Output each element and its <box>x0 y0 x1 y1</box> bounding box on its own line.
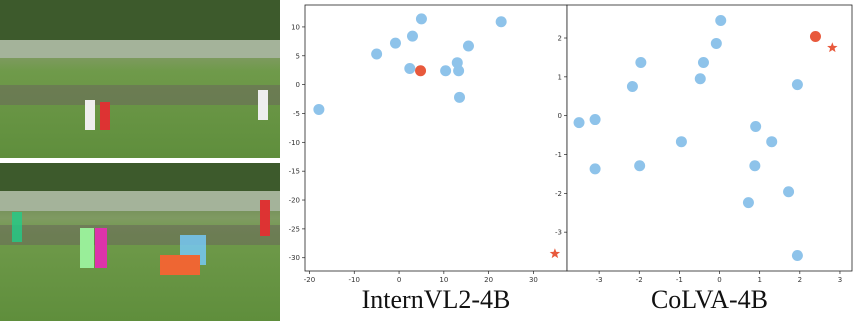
plot-frame <box>566 4 853 272</box>
y-tick-label: -2 <box>555 190 562 198</box>
y-tick-label: -15 <box>289 168 300 176</box>
y-tick-label: 10 <box>291 23 300 31</box>
point <box>675 136 687 148</box>
x-tick-label: 10 <box>439 276 448 284</box>
chart-caption: CoLVA-4B <box>651 285 768 314</box>
x-tick-label: -20 <box>304 276 315 284</box>
point <box>749 160 761 172</box>
point <box>451 57 463 69</box>
point <box>791 79 803 91</box>
photo-bottom <box>0 163 280 321</box>
point <box>791 249 803 261</box>
point <box>453 65 465 77</box>
x-tick-label: 2 <box>798 276 802 284</box>
point <box>415 13 427 25</box>
point <box>715 15 727 27</box>
point <box>415 65 427 77</box>
point <box>809 30 821 42</box>
point <box>573 117 585 129</box>
x-tick-label: 1 <box>757 276 761 284</box>
point <box>406 30 418 42</box>
x-tick-label: 3 <box>838 276 842 284</box>
y-tick-label: -5 <box>293 110 300 118</box>
y-tick-label: -25 <box>289 225 300 233</box>
point <box>371 48 383 60</box>
point <box>697 56 709 68</box>
point <box>589 163 601 175</box>
point <box>635 56 647 68</box>
x-tick-label: -2 <box>636 276 643 284</box>
y-tick-label: 2 <box>558 35 562 43</box>
y-tick-label: 0 <box>296 81 300 89</box>
star-point <box>549 248 561 259</box>
y-tick-label: -10 <box>289 139 300 147</box>
y-tick-label: -3 <box>555 229 562 237</box>
point <box>462 40 474 52</box>
x-tick-label: 0 <box>717 276 721 284</box>
x-tick-label: 0 <box>397 276 401 284</box>
y-tick-label: -1 <box>555 151 562 159</box>
point <box>626 81 638 93</box>
x-tick-label: 30 <box>529 276 538 284</box>
point <box>710 37 722 49</box>
point <box>589 114 601 126</box>
y-tick-label: 0 <box>558 112 562 120</box>
point <box>440 65 452 77</box>
point <box>694 73 706 85</box>
point <box>389 37 401 49</box>
point <box>783 186 795 198</box>
star-point <box>827 42 838 53</box>
point <box>404 62 416 74</box>
point <box>634 160 646 172</box>
point <box>313 103 325 115</box>
y-tick-label: 1 <box>558 73 562 81</box>
point <box>495 16 507 28</box>
chart-caption: InternVL2-4B <box>362 285 511 314</box>
y-tick-label: -30 <box>289 254 300 262</box>
point <box>742 197 754 209</box>
plot-frame <box>304 4 568 272</box>
x-tick-label: -3 <box>596 276 603 284</box>
x-tick-label: -1 <box>676 276 683 284</box>
x-tick-label: 20 <box>484 276 493 284</box>
y-tick-label: 5 <box>296 52 300 60</box>
x-tick-label: -10 <box>349 276 360 284</box>
point <box>750 121 762 133</box>
point <box>766 136 778 148</box>
photo-top <box>0 0 280 158</box>
point <box>454 91 466 103</box>
y-tick-label: -20 <box>289 197 300 205</box>
